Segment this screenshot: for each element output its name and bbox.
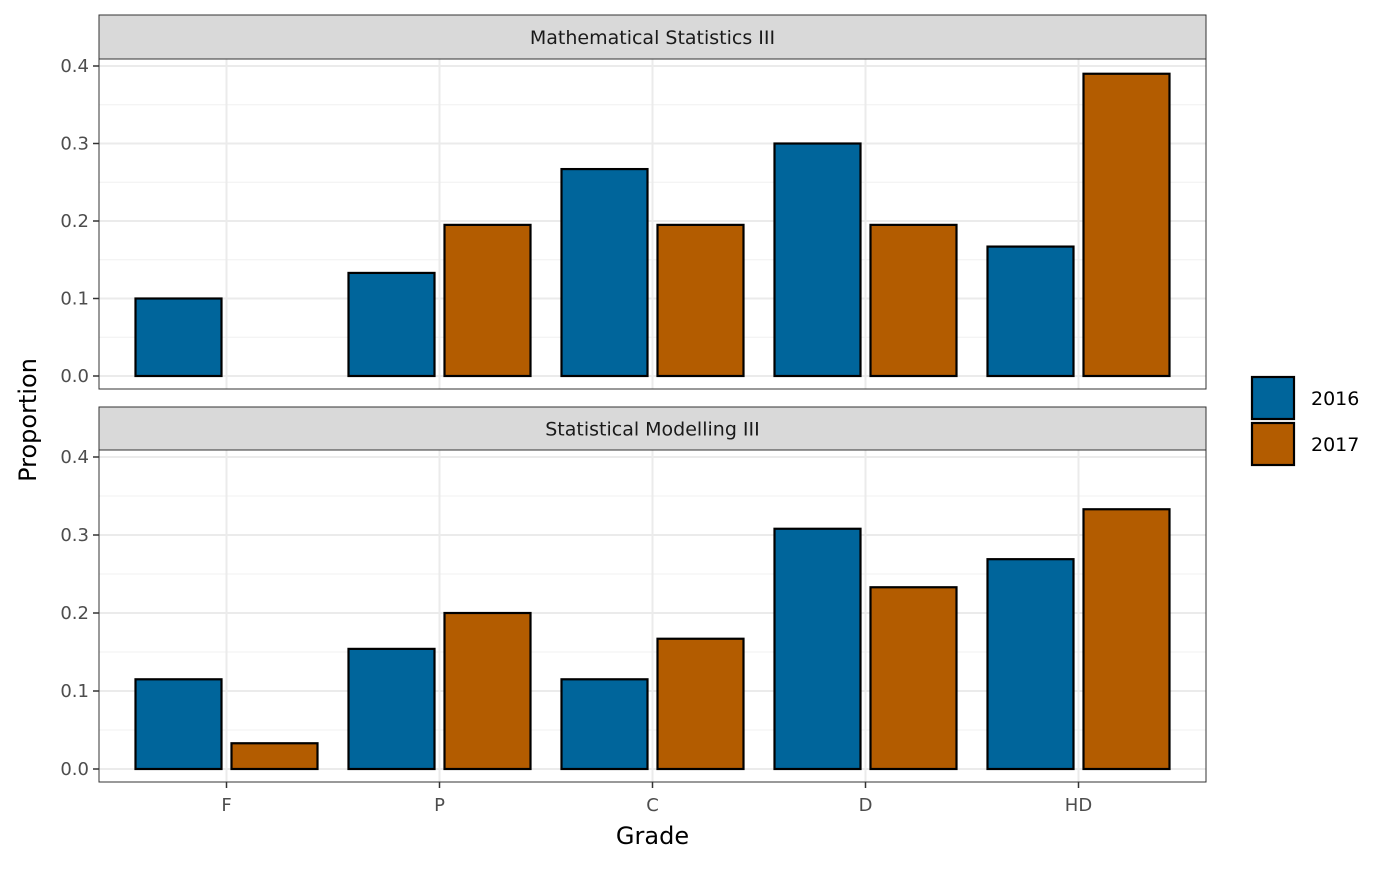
bar-2016-D xyxy=(773,527,862,771)
y-tick-label: 0.0 xyxy=(60,366,89,387)
panel-border xyxy=(98,58,1207,390)
legend-label: 2017 xyxy=(1311,434,1359,456)
y-axis-title: Proportion xyxy=(14,358,42,482)
x-tick-label: D xyxy=(859,795,873,816)
bar-2016-F xyxy=(134,678,223,771)
x-tick-label: C xyxy=(646,795,659,816)
bar-2017-C xyxy=(656,223,745,378)
bar-2017-D xyxy=(869,223,958,378)
y-tick-label: 0.1 xyxy=(60,289,89,310)
y-tick-label: 0.0 xyxy=(60,759,89,780)
bar-2017-HD xyxy=(1082,508,1171,771)
bar-2016-P xyxy=(347,647,436,771)
bar-2017-P xyxy=(443,223,532,378)
y-tick-label: 0.3 xyxy=(60,525,89,546)
bar-2016-P xyxy=(347,271,436,378)
x-axis-title: Grade xyxy=(616,822,689,850)
bar-2016-F xyxy=(134,297,223,378)
bar-2017-D xyxy=(869,586,958,771)
y-tick-label: 0.3 xyxy=(60,134,89,155)
y-tick-label: 0.2 xyxy=(60,603,89,624)
y-tick-label: 0.2 xyxy=(60,211,89,232)
y-tick-label: 0.1 xyxy=(60,681,89,702)
x-tick-label: P xyxy=(434,795,445,816)
bar-2016-D xyxy=(773,142,862,378)
facet-strip xyxy=(98,14,1207,60)
facet-strip-label: Statistical Modelling III xyxy=(545,419,759,441)
legend-key-2017 xyxy=(1250,421,1296,467)
bar-2017-P xyxy=(443,611,532,771)
bar-2016-HD xyxy=(986,558,1075,771)
bar-2016-C xyxy=(560,678,649,771)
facet-strip-label: Mathematical Statistics III xyxy=(530,27,775,49)
bar-2017-F xyxy=(230,742,319,771)
x-tick-label: F xyxy=(221,795,231,816)
bar-2016-C xyxy=(560,167,649,378)
legend-key-2016 xyxy=(1250,375,1296,421)
legend-label: 2016 xyxy=(1311,388,1359,410)
x-tick-label: HD xyxy=(1065,795,1092,816)
y-tick-label: 0.4 xyxy=(60,447,89,468)
bar-2017-HD xyxy=(1082,72,1171,378)
bar-2016-HD xyxy=(986,245,1075,378)
bar-2017-C xyxy=(656,637,745,771)
facet-strip xyxy=(98,406,1207,451)
y-tick-label: 0.4 xyxy=(60,56,89,77)
